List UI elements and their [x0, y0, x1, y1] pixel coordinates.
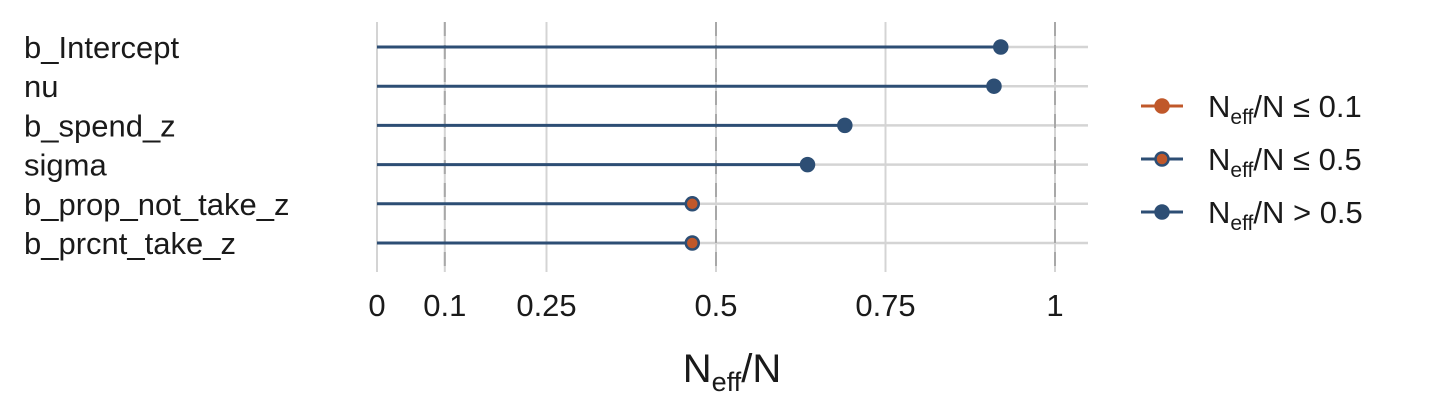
y-tick-label: b_Intercept	[24, 30, 179, 65]
x-axis-title: Neff/N	[683, 347, 781, 397]
lollipop-point	[986, 78, 1002, 94]
legend-label: Neff/N > 0.5	[1208, 195, 1363, 235]
lollipop-point	[837, 117, 853, 134]
x-tick-label: 0.5	[694, 288, 737, 323]
legend: Neff/N ≤ 0.1 Neff/N ≤ 0.5 Neff/N > 0.5	[1141, 89, 1363, 235]
lollipop-point	[799, 156, 816, 173]
legend-point-key	[1154, 204, 1170, 220]
lollipop-point	[993, 39, 1009, 55]
lollipop-stems	[377, 45, 1001, 245]
lollipop-points	[684, 39, 1009, 251]
x-tick-label: 1	[1046, 288, 1063, 323]
legend-item: Neff/N > 0.5	[1141, 195, 1363, 235]
x-tick-label: 0.25	[516, 288, 576, 323]
y-tick-label: nu	[24, 69, 58, 104]
x-axis-tick-labels: 0 0.1 0.25 0.5 0.75 1	[368, 288, 1063, 323]
y-tick-label: b_prcnt_take_z	[24, 226, 236, 261]
lollipop-point	[684, 196, 701, 212]
legend-point-key	[1154, 98, 1170, 114]
reference-lines	[443, 22, 1056, 272]
legend-label: Neff/N ≤ 0.1	[1208, 89, 1362, 129]
x-tick-label: 0	[368, 288, 385, 323]
lollipop-point	[684, 235, 701, 251]
y-tick-label: b_prop_not_take_z	[24, 187, 289, 222]
x-tick-label: 0.1	[423, 288, 466, 323]
y-tick-label: sigma	[24, 148, 107, 183]
y-tick-label: b_spend_z	[24, 108, 176, 143]
legend-item: Neff/N ≤ 0.5	[1141, 142, 1362, 182]
x-tick-label: 0.75	[855, 288, 915, 323]
legend-point-key	[1154, 151, 1170, 167]
grid-layer	[376, 22, 1088, 272]
legend-label: Neff/N ≤ 0.5	[1208, 142, 1362, 182]
legend-item: Neff/N ≤ 0.1	[1141, 89, 1362, 129]
